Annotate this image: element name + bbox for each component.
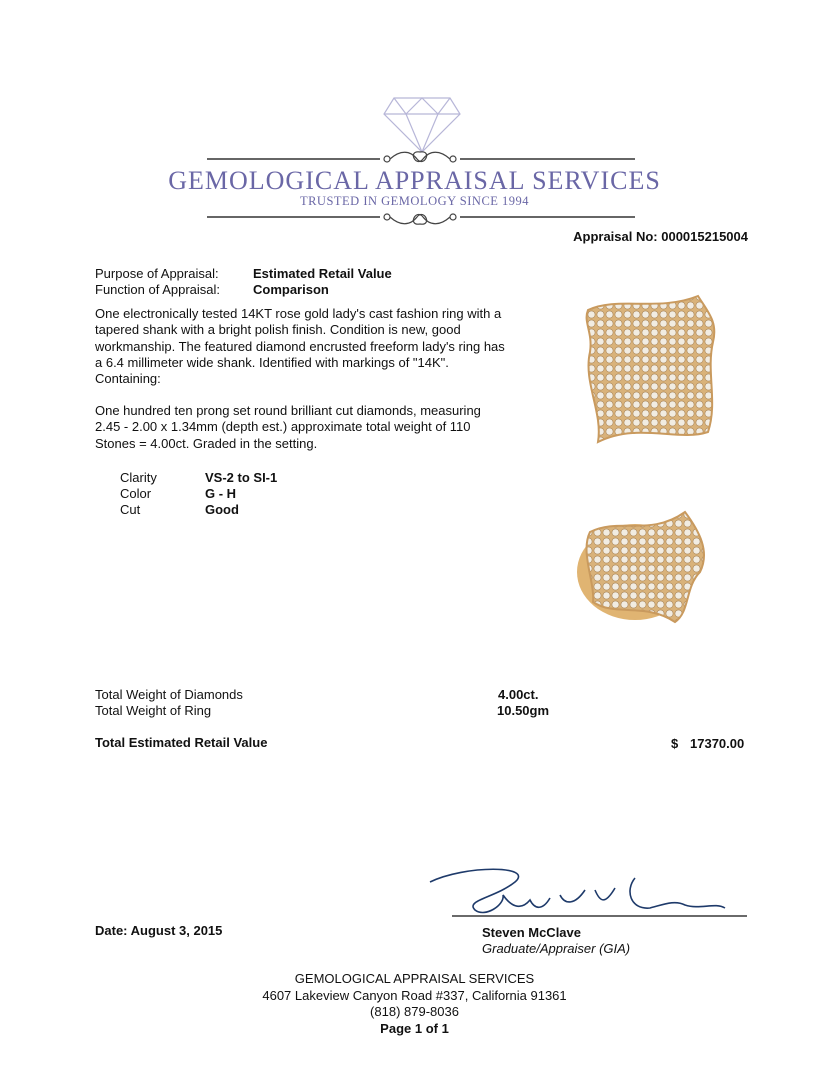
purpose-label: Purpose of Appraisal: [95, 266, 219, 281]
grade-value-color: G - H [205, 486, 237, 501]
total-ring-weight-label: Total Weight of Ring [95, 703, 212, 718]
item-description: One electronically tested 14KT rose gold… [95, 306, 505, 387]
footer-address: 4607 Lakeview Canyon Road #337, Californ… [262, 988, 567, 1003]
appraiser-title: Graduate/Appraiser (GIA) [482, 941, 631, 956]
ring-photo-front [585, 294, 716, 444]
page-number: Page 1 of 1 [380, 1021, 449, 1036]
function-value: Comparison [253, 282, 329, 297]
total-diamond-weight-label: Total Weight of Diamonds [95, 687, 243, 702]
purpose-value: Estimated Retail Value [253, 266, 392, 281]
grade-value-cut: Good [205, 502, 239, 517]
appraisal-date: Date: August 3, 2015 [95, 923, 223, 938]
ornament-divider-bottom [207, 213, 635, 225]
diamond-icon [383, 97, 461, 153]
retail-currency: $ [671, 736, 679, 751]
stones-description: One hundred ten prong set round brillian… [95, 403, 481, 451]
company-tagline: TRUSTED IN GEMOLOGY SINCE 1994 [299, 194, 530, 208]
function-label: Function of Appraisal: [95, 282, 221, 297]
retail-value-label: Total Estimated Retail Value [95, 735, 268, 750]
footer-company: GEMOLOGICAL APPRAISAL SERVICES [294, 971, 535, 986]
grade-value-clarity: VS-2 to SI-1 [205, 470, 278, 485]
grade-label-color: Color [120, 486, 152, 501]
ring-photo-side [577, 510, 705, 624]
total-ring-weight-value: 10.50gm [497, 703, 550, 718]
appraisal-number: Appraisal No: 000015215004 [573, 229, 748, 244]
total-diamond-weight-value: 4.00ct. [498, 687, 539, 702]
retail-value: 17370.00 [690, 736, 745, 751]
grade-label-cut: Cut [120, 502, 141, 517]
appraiser-name: Steven McClave [482, 925, 581, 940]
company-title: GEMOLOGICAL APPRAISAL SERVICES [168, 166, 661, 195]
grade-label-clarity: Clarity [120, 470, 157, 485]
signature [429, 868, 747, 917]
ornament-divider-top [207, 151, 635, 163]
footer-phone: (818) 879-8036 [370, 1004, 459, 1019]
